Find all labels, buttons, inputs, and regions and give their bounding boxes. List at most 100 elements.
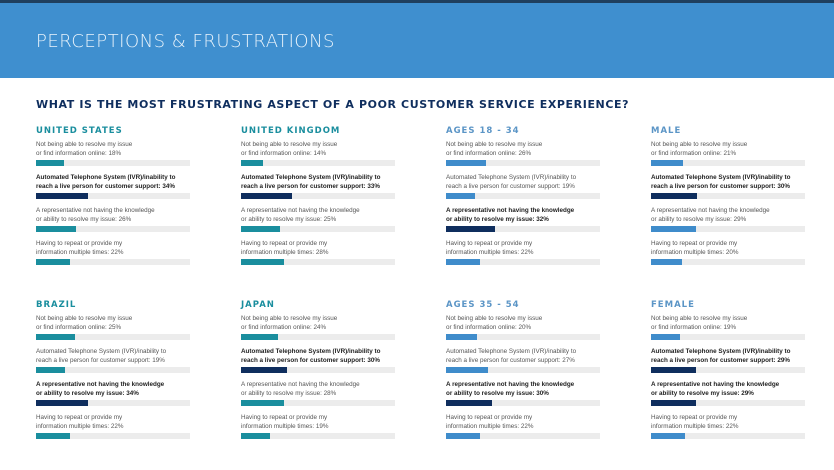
bar-fill: [241, 193, 292, 199]
bar-fill: [446, 367, 488, 373]
header-banner: PERCEPTIONS & FRUSTRATIONS: [0, 3, 834, 78]
panel-title: FEMALE: [651, 300, 695, 310]
result-item: A representative not having the knowledg…: [651, 381, 811, 414]
bar-track: [36, 259, 190, 265]
result-item: Having to repeat or provide my informati…: [446, 414, 606, 447]
bar-track: [446, 226, 600, 232]
bar-track: [446, 334, 600, 340]
result-label: Not being able to resolve my issue or fi…: [36, 141, 133, 157]
result-label: Having to repeat or provide my informati…: [241, 240, 329, 256]
bar-track: [651, 259, 805, 265]
result-item: Having to repeat or provide my informati…: [651, 414, 811, 447]
panel-united-kingdom: UNITED KINGDOM Not being able to resolve …: [241, 126, 401, 273]
bar-fill: [446, 400, 493, 406]
bar-track: [36, 193, 190, 199]
bar-fill: [651, 160, 684, 166]
bar-track: [651, 226, 805, 232]
result-label: Having to repeat or provide my informati…: [446, 414, 534, 430]
result-item: Automated Telephone System (IVR)/inabili…: [241, 348, 401, 381]
result-label: A representative not having the knowledg…: [241, 207, 360, 223]
bar-fill: [446, 433, 480, 439]
bar-track: [651, 433, 805, 439]
panel-ages-18-34: AGES 18 - 34 Not being able to resolve my…: [446, 126, 606, 273]
result-label: Not being able to resolve my issue or fi…: [241, 315, 338, 331]
result-label: Having to repeat or provide my informati…: [651, 414, 739, 430]
result-item: Automated Telephone System (IVR)/inabili…: [36, 174, 196, 207]
panel-male: MALE Not being able to resolve my issue o…: [651, 126, 811, 273]
result-label: Not being able to resolve my issue or fi…: [446, 141, 543, 157]
panel-title: JAPAN: [241, 300, 275, 310]
top-strip: [0, 0, 834, 3]
result-label: Automated Telephone System (IVR)/inabili…: [446, 174, 577, 190]
bar-fill: [36, 193, 89, 199]
panel-japan: JAPAN Not being able to resolve my issue …: [241, 300, 401, 447]
result-label: Automated Telephone System (IVR)/inabili…: [446, 348, 577, 364]
result-label: Not being able to resolve my issue or fi…: [241, 141, 338, 157]
bar-fill: [446, 259, 480, 265]
bar-track: [241, 433, 395, 439]
result-item: Automated Telephone System (IVR)/inabili…: [651, 348, 811, 381]
result-label: Having to repeat or provide my informati…: [446, 240, 534, 256]
bar-track: [446, 367, 600, 373]
bar-fill: [36, 433, 70, 439]
result-label: Automated Telephone System (IVR)/inabili…: [241, 174, 381, 190]
bar-track: [651, 193, 805, 199]
bar-fill: [241, 334, 278, 340]
panel-title: UNITED KINGDOM: [241, 126, 341, 136]
bar-fill: [36, 400, 89, 406]
result-item: Not being able to resolve my issue or fi…: [36, 315, 196, 348]
bar-fill: [446, 193, 476, 199]
bar-track: [446, 259, 600, 265]
bar-fill: [241, 160, 263, 166]
result-item: Automated Telephone System (IVR)/inabili…: [36, 348, 196, 381]
result-label: A representative not having the knowledg…: [36, 381, 165, 397]
result-label: Having to repeat or provide my informati…: [36, 240, 124, 256]
result-item: A representative not having the knowledg…: [241, 381, 401, 414]
result-item: Having to repeat or provide my informati…: [446, 240, 606, 273]
bar-track: [446, 160, 600, 166]
bar-fill: [241, 226, 280, 232]
bar-fill: [36, 367, 66, 373]
result-label: A representative not having the knowledg…: [446, 381, 575, 397]
result-label: Not being able to resolve my issue or fi…: [651, 141, 748, 157]
bar-track: [651, 367, 805, 373]
bar-fill: [651, 259, 682, 265]
bar-track: [36, 433, 190, 439]
result-label: A representative not having the knowledg…: [651, 381, 780, 397]
bar-fill: [651, 367, 696, 373]
bar-track: [241, 367, 395, 373]
result-label: Not being able to resolve my issue or fi…: [651, 315, 748, 331]
result-label: Not being able to resolve my issue or fi…: [446, 315, 543, 331]
bar-track: [446, 433, 600, 439]
bar-track: [651, 160, 805, 166]
bar-track: [241, 226, 395, 232]
result-label: Automated Telephone System (IVR)/inabili…: [241, 348, 381, 364]
result-label: Having to repeat or provide my informati…: [36, 414, 124, 430]
bar-fill: [36, 334, 75, 340]
result-item: Having to repeat or provide my informati…: [36, 414, 196, 447]
bar-track: [241, 400, 395, 406]
bar-fill: [651, 433, 685, 439]
result-label: Automated Telephone System (IVR)/inabili…: [36, 348, 167, 364]
bar-fill: [651, 193, 698, 199]
bar-fill: [446, 226, 496, 232]
panel-title: AGES 35 - 54: [446, 300, 520, 310]
bar-fill: [651, 400, 696, 406]
bar-fill: [651, 226, 696, 232]
bar-track: [241, 193, 395, 199]
survey-question: WHAT IS THE MOST FRUSTRATING ASPECT OF A…: [36, 98, 630, 111]
bar-track: [446, 400, 600, 406]
result-item: A representative not having the knowledg…: [446, 207, 606, 240]
panel-brazil: BRAZIL Not being able to resolve my issue…: [36, 300, 196, 447]
bar-track: [36, 367, 190, 373]
result-item: Having to repeat or provide my informati…: [36, 240, 196, 273]
result-item: Having to repeat or provide my informati…: [241, 414, 401, 447]
panel-title: UNITED STATES: [36, 126, 123, 136]
result-label: Automated Telephone System (IVR)/inabili…: [651, 174, 791, 190]
bar-fill: [241, 367, 288, 373]
result-item: A representative not having the knowledg…: [446, 381, 606, 414]
panel-title: MALE: [651, 126, 682, 136]
result-label: Automated Telephone System (IVR)/inabili…: [36, 174, 176, 190]
result-label: A representative not having the knowledg…: [446, 207, 575, 223]
bar-track: [241, 334, 395, 340]
